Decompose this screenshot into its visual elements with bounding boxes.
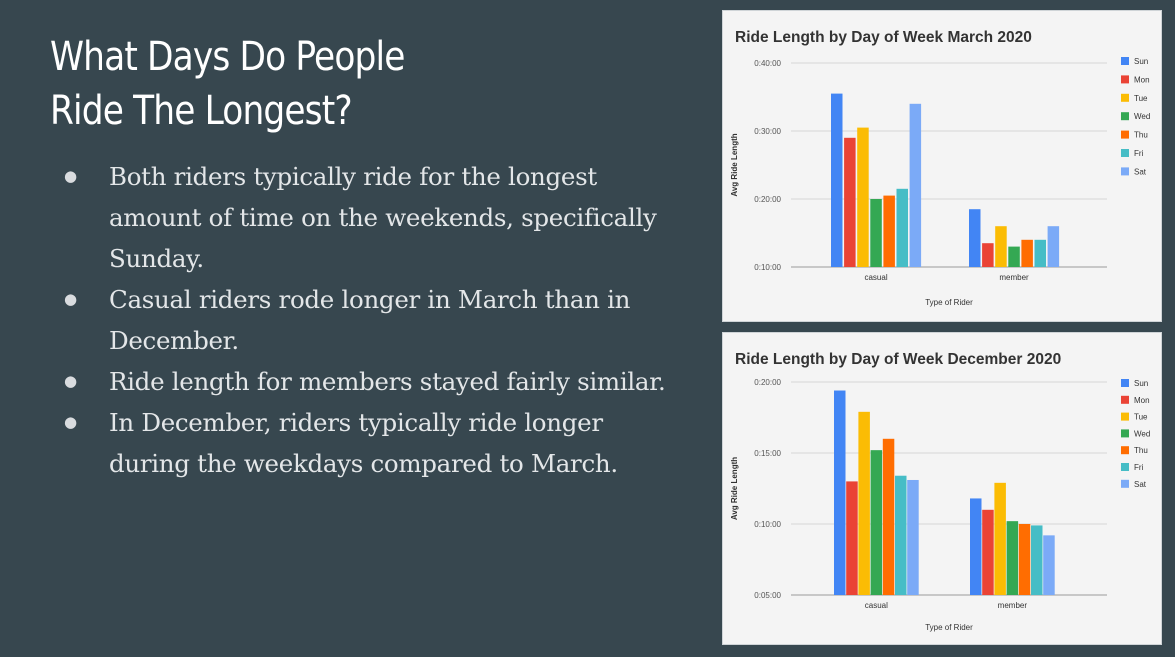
legend-label: Mon (1134, 396, 1150, 405)
bar-member-sat (1047, 226, 1060, 267)
legend-swatch (1121, 57, 1129, 65)
x-tick-label: casual (864, 273, 887, 282)
legend-label: Sun (1134, 57, 1148, 66)
slide-title-line-1: What Days Do People (50, 34, 405, 80)
legend-swatch (1121, 149, 1129, 157)
legend-swatch (1121, 167, 1129, 176)
bar-casual-sun (834, 390, 846, 595)
chart-march-2020: Ride Length by Day of Week March 2020 0:1… (730, 29, 1150, 307)
legend-label: Thu (1134, 446, 1148, 455)
bar-member-thu (1021, 239, 1033, 267)
legend-label: Mon (1134, 75, 1150, 84)
bar-casual-sat (909, 103, 922, 267)
legend-label: Wed (1134, 112, 1150, 121)
bar-member-mon (982, 243, 994, 267)
bullet-list: Both riders typically ride for the longe… (64, 156, 689, 484)
x-tick-label: member (998, 601, 1028, 610)
bar-member-wed (1008, 246, 1020, 267)
legend-swatch (1121, 395, 1129, 404)
legend-swatch (1121, 446, 1129, 455)
legend-swatch (1121, 130, 1129, 139)
y-axis-label: Avg Ride Length (730, 457, 739, 520)
y-tick-label: 0:10:00 (754, 520, 781, 529)
bullet-item: In December, riders typically ride longe… (64, 402, 689, 484)
bar-member-sun (969, 209, 981, 267)
bar-casual-tue (858, 411, 870, 595)
bar-member-fri (1031, 525, 1043, 595)
legend-swatch (1121, 412, 1129, 421)
legend-label: Fri (1134, 463, 1144, 472)
legend-label: Tue (1134, 413, 1148, 422)
legend-swatch (1121, 429, 1129, 438)
bar-casual-thu (883, 195, 895, 267)
bar-member-fri (1034, 239, 1046, 267)
legend-swatch (1121, 93, 1129, 102)
legend-swatch (1121, 112, 1129, 121)
bullet-item: Both riders typically ride for the longe… (64, 156, 689, 279)
bar-member-sun (970, 498, 982, 595)
bar-member-tue (994, 482, 1006, 595)
legend-swatch (1121, 75, 1129, 84)
y-tick-label: 0:20:00 (754, 195, 781, 204)
bar-member-sat (1043, 535, 1055, 595)
legend-label: Wed (1134, 429, 1150, 438)
bar-member-mon (982, 509, 994, 595)
legend-swatch (1121, 379, 1129, 387)
legend-swatch (1121, 479, 1129, 488)
bar-casual-thu (882, 438, 895, 595)
legend-label: Fri (1134, 149, 1144, 158)
x-axis-label: Type of Rider (925, 623, 973, 632)
bar-casual-sun (831, 93, 843, 267)
y-tick-label: 0:30:00 (754, 127, 781, 136)
bar-casual-fri (895, 475, 907, 595)
chart-panel-march: Ride Length by Day of Week March 2020 0:1… (722, 10, 1162, 322)
legend-label: Sat (1134, 167, 1147, 176)
x-tick-label: member (999, 273, 1029, 282)
bar-member-wed (1006, 521, 1019, 595)
y-tick-label: 0:05:00 (754, 591, 781, 600)
y-tick-label: 0:40:00 (754, 59, 781, 68)
legend-label: Tue (1134, 94, 1148, 103)
legend-label: Sun (1134, 379, 1148, 388)
chart-december-2020: Ride Length by Day of Week December 2020… (730, 351, 1150, 632)
bar-casual-tue (857, 127, 869, 267)
legend-swatch (1121, 463, 1129, 471)
y-axis-label: Avg Ride Length (730, 133, 739, 196)
bar-member-thu (1018, 524, 1031, 595)
slide-title-line-2: Ride The Longest? (50, 88, 353, 134)
x-axis-label: Type of Rider (925, 298, 973, 307)
legend-label: Sat (1134, 480, 1147, 489)
bar-casual-sat (907, 479, 919, 595)
bar-casual-fri (896, 188, 908, 267)
bullet-item: Ride length for members stayed fairly si… (64, 361, 689, 402)
bar-member-tue (995, 226, 1007, 267)
chart-title: Ride Length by Day of Week December 2020 (735, 351, 1061, 368)
bar-casual-wed (870, 199, 882, 267)
y-tick-label: 0:20:00 (754, 378, 781, 387)
chart-title: Ride Length by Day of Week March 2020 (735, 29, 1032, 46)
y-tick-label: 0:10:00 (754, 263, 781, 272)
legend-label: Thu (1134, 131, 1148, 140)
bar-casual-mon (844, 137, 856, 267)
y-tick-label: 0:15:00 (754, 449, 781, 458)
chart-panel-december: Ride Length by Day of Week December 2020… (722, 332, 1162, 645)
slide-title: What Days Do People Ride The Longest? (50, 30, 405, 138)
bar-casual-wed (870, 450, 883, 595)
x-tick-label: casual (865, 601, 888, 610)
bullet-item: Casual riders rode longer in March than … (64, 279, 689, 361)
bar-casual-mon (846, 481, 858, 595)
